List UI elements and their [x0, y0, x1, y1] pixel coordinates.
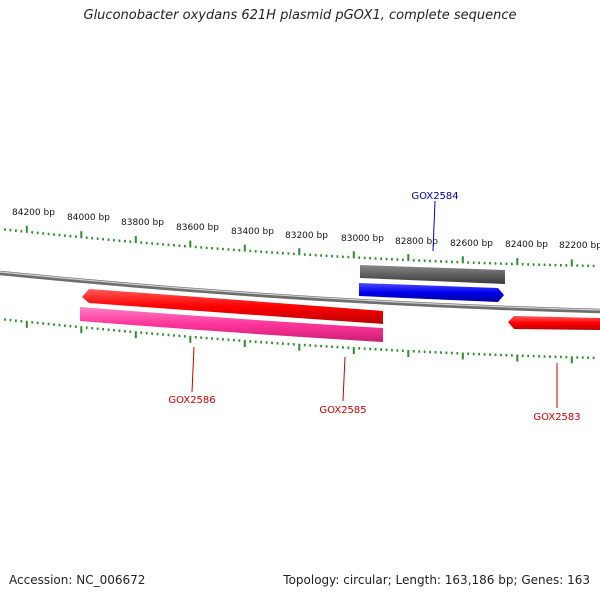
gene-label-gox2585[interactable]: GOX2585: [319, 405, 366, 416]
scale-label: 82600 bp: [450, 239, 493, 249]
outer-scale-ticks: [4, 225, 595, 268]
leader-line-gox2584: [432, 200, 436, 252]
gene-label-gox2584[interactable]: GOX2584: [411, 191, 458, 202]
leader-line-gox2586: [191, 346, 195, 393]
gene-arrow-gox2584[interactable]: [359, 283, 504, 302]
plasmid-backbone: [0, 270, 600, 314]
leader-line-gox2585: [342, 356, 346, 402]
accession-text: Accession: NC_006672: [9, 573, 146, 587]
scale-label: 83200 bp: [285, 231, 328, 241]
gray-feature[interactable]: [360, 265, 505, 284]
scale-label: 84200 bp: [12, 208, 55, 218]
scale-label: 82800 bp: [395, 237, 438, 247]
map-title: Gluconobacter oxydans 621H plasmid pGOX1…: [83, 8, 517, 23]
scale-label: 82200 bp: [559, 241, 600, 251]
scale-labels: 84200 bp 84000 bp 83800 bp 83600 bp 8340…: [12, 208, 600, 251]
inner-scale-ticks: [4, 318, 595, 364]
scale-label: 83800 bp: [121, 218, 164, 228]
scale-label: 84000 bp: [67, 213, 110, 223]
gene-arrow-gox2585[interactable]: [80, 307, 383, 342]
topology-summary: Topology: circular; Length: 163,186 bp; …: [283, 573, 590, 587]
scale-label: 83400 bp: [231, 227, 274, 237]
scale-label: 83600 bp: [176, 223, 219, 233]
scale-label: 83000 bp: [341, 234, 384, 244]
gene-label-gox2586[interactable]: GOX2586: [168, 395, 215, 406]
gene-label-gox2583[interactable]: GOX2583: [533, 412, 580, 423]
gene-arrow-gox2586[interactable]: [82, 289, 383, 324]
gene-arrow-gox2583[interactable]: [508, 316, 600, 330]
scale-label: 82400 bp: [505, 240, 548, 250]
